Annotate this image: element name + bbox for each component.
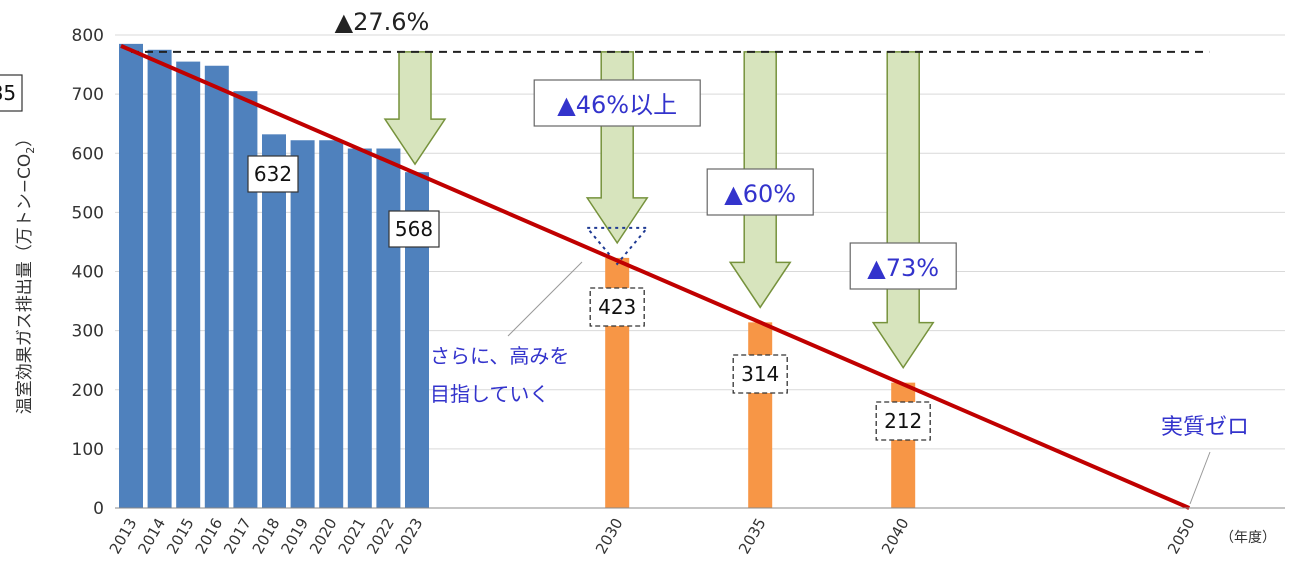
line-layer [120,44,1210,510]
x-tick-label: 2016 [192,515,227,557]
x-tick-label: 2018 [249,515,284,557]
bar-actual-2017 [233,91,258,508]
reduction-arrow-2023 [383,51,447,166]
bar-actual-2014 [147,49,172,508]
reduction-box-2030 [533,79,701,127]
x-tick-label: 2013 [106,515,141,557]
y-tick-label: 300 [72,322,104,342]
y-tick-label: 600 [72,144,104,164]
target-label-box-2040 [875,401,931,441]
bar-actual-2013 [119,43,143,509]
target-label-box-2030 [589,287,645,327]
reduction-label-2035: ▲60% [724,180,796,208]
x-tick-label: 2023 [392,515,427,557]
y-axis-label-main: 温室効果ガス排出量（万トン−CO [15,154,35,415]
data-label-box-2018 [247,155,299,193]
x-tick-label: 2021 [335,515,370,557]
y-tick-label: 400 [72,263,104,283]
bar-actual-2016 [204,65,229,509]
reduction-box-2035 [706,168,814,216]
x-tick-label: 2020 [306,515,341,557]
bar-actual-2021 [347,148,372,508]
bar-actual-2020 [319,140,344,508]
bar-actual-2015 [176,61,201,508]
y-axis-label-sub: 2 [24,147,37,154]
net-zero-annotation: 実質ゼロ [1161,415,1249,440]
y-tick-label: 700 [72,85,104,105]
target-label-2040: 212 [884,409,922,433]
x-tick-label: 2014 [134,515,169,557]
aim-higher-annotation-line1: さらに、高みを [430,344,569,368]
reduction-label-2040: ▲73% [867,254,939,282]
bar-layer [119,43,916,509]
x-tick-label: 2030 [592,515,627,557]
aim-higher-leader-line [507,261,583,337]
x-tick-label: 2022 [363,515,398,557]
trend-line [120,44,1190,510]
y-tick-label: 500 [72,203,104,223]
x-tick-label: 2035 [735,515,770,557]
label-layer: ▲27.6% ▲46%以上 ▲60% ▲73% 785 632 568 423 314 212 実質… [0,8,1249,505]
bar-actual-2022 [376,148,401,508]
reduction-arrow-2040 [871,51,935,370]
dotted-target-triangle [585,226,650,266]
y-tick-label: 800 [72,26,104,46]
reduction-label-2030: ▲46%以上 [557,91,677,119]
x-tick-label: 2017 [220,515,255,557]
data-label-2018: 632 [254,162,292,186]
x-tick-label: 2040 [878,515,913,557]
reduction-box-2040 [849,242,957,290]
net-zero-leader-line [1189,451,1211,505]
x-tick-label: 2050 [1164,515,1199,557]
y-tick-label: 100 [72,440,104,460]
y-tick-label: 200 [72,381,104,401]
data-label-2013: 785 [0,81,16,105]
y-axis-label-end: ） [15,130,35,147]
data-label-2023: 568 [395,217,433,241]
y-axis-label: 温室効果ガス排出量（万トン−CO2） [15,130,37,415]
data-label-box-2023 [388,210,440,248]
x-tick-label: 2019 [277,515,312,557]
x-tick-label: 2015 [163,515,198,557]
reduction-label-2023: ▲27.6% [335,8,430,36]
target-label-2035: 314 [741,362,779,386]
bar-target-2035 [748,322,773,508]
data-label-box-2013 [0,74,23,112]
target-label-2030: 423 [598,295,636,319]
aim-higher-annotation-line2: 目指していく [430,382,549,406]
bar-actual-2019 [290,140,315,508]
target-label-box-2035 [732,354,788,394]
bar-actual-2018 [262,134,286,508]
x-axis-unit: （年度） [1220,530,1276,546]
y-tick-label: 0 [93,499,104,519]
